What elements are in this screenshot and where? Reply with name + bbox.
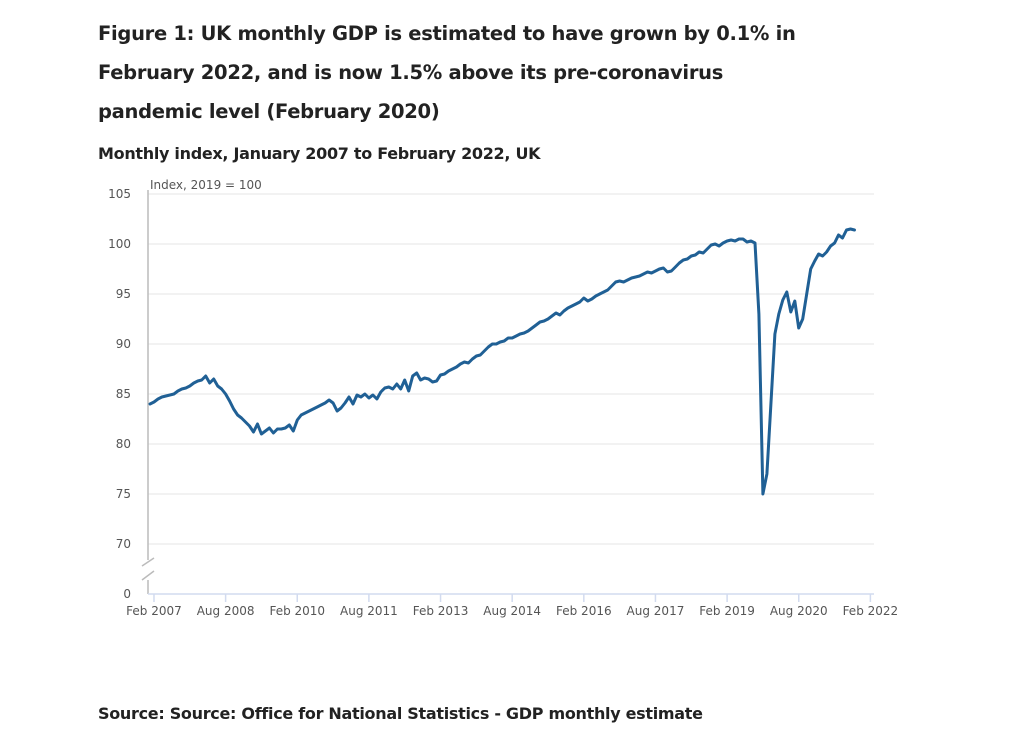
x-tick-label: Feb 2007 bbox=[126, 604, 182, 618]
y-tick-labels: 0 70 75 80 85 90 95 100 105 bbox=[108, 187, 131, 601]
y-tick-label-75: 75 bbox=[116, 487, 131, 501]
grid-lines bbox=[148, 193, 874, 545]
y-tick-label-90: 90 bbox=[116, 337, 131, 351]
axis-break-mark-2 bbox=[141, 570, 155, 581]
x-tick-label: Feb 2010 bbox=[269, 604, 325, 618]
axes bbox=[141, 190, 874, 602]
x-tick-label: Feb 2019 bbox=[699, 604, 755, 618]
y-tick-label-100: 100 bbox=[108, 237, 131, 251]
y-tick-label-105: 105 bbox=[108, 187, 131, 201]
x-tick-label: Aug 2014 bbox=[483, 604, 541, 618]
y-axis-unit-label: Index, 2019 = 100 bbox=[150, 178, 262, 192]
y-tick-label-80: 80 bbox=[116, 437, 131, 451]
x-tick-label: Feb 2022 bbox=[843, 604, 899, 618]
series-line-gdp-index bbox=[148, 227, 856, 496]
x-tick-label: Aug 2017 bbox=[627, 604, 685, 618]
x-tick-label: Aug 2020 bbox=[770, 604, 828, 618]
y-tick-label-85: 85 bbox=[116, 387, 131, 401]
series bbox=[148, 227, 856, 496]
x-tick-labels: Feb 2007 Aug 2008 Feb 2010 Aug 2011 Feb 2013… bbox=[126, 604, 898, 618]
x-tick-label: Aug 2008 bbox=[197, 604, 255, 618]
y-tick-label-70: 70 bbox=[116, 537, 131, 551]
x-tick-label: Feb 2016 bbox=[556, 604, 612, 618]
source-note: Source: Source: Office for National Stat… bbox=[98, 704, 703, 723]
axis-break-mark-1 bbox=[141, 557, 155, 567]
chart-subtitle: Monthly index, January 2007 to February … bbox=[98, 144, 541, 163]
y-tick-label-0: 0 bbox=[123, 587, 131, 601]
figure-title: Figure 1: UK monthly GDP is estimated to… bbox=[98, 22, 796, 123]
x-tick-label: Feb 2013 bbox=[413, 604, 469, 618]
x-tick-label: Aug 2011 bbox=[340, 604, 398, 618]
y-tick-label-95: 95 bbox=[116, 287, 131, 301]
